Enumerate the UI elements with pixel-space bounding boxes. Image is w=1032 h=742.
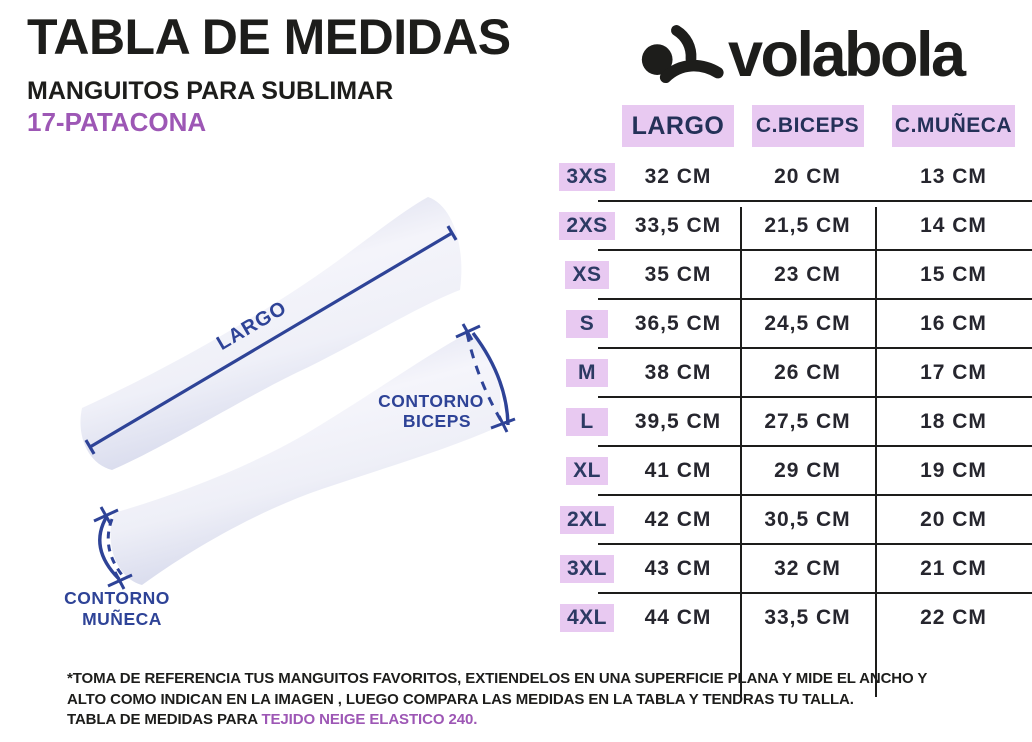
cell-biceps: 33,5 CM xyxy=(764,605,851,629)
table-row: 2XS 33,5 CM 21,5 CM 14 CM xyxy=(558,201,1032,251)
brand-logo-text: volabola xyxy=(728,19,966,90)
cell-biceps: 26 CM xyxy=(774,360,841,384)
wrist-measure xyxy=(93,506,133,590)
cell-largo: 36,5 CM xyxy=(634,311,722,335)
wrist-label-line2: MUÑECA xyxy=(82,608,162,629)
cell-biceps: 27,5 CM xyxy=(764,409,851,433)
size-label: 2XL xyxy=(559,505,614,534)
cell-largo: 38 CM xyxy=(644,360,712,384)
column-divider-2 xyxy=(875,207,877,697)
size-label: S xyxy=(566,309,608,338)
cell-largo: 43 CM xyxy=(644,556,712,580)
cell-largo: 42 CM xyxy=(644,507,712,531)
wrist-label-line1: CONTORNO xyxy=(64,588,170,608)
cell-biceps: 32 CM xyxy=(774,556,841,580)
biceps-measure xyxy=(455,323,516,433)
table-row: M 38 CM 26 CM 17 CM xyxy=(558,348,1032,398)
cell-largo: 33,5 CM xyxy=(634,213,722,237)
cell-muneca: 13 CM xyxy=(920,164,987,188)
cell-muneca: 14 CM xyxy=(920,213,987,237)
cell-muneca: 21 CM xyxy=(920,556,987,580)
biceps-label-line1: CONTORNO xyxy=(378,391,484,411)
model-name: 17-PATACONA xyxy=(27,107,207,137)
cell-biceps: 29 CM xyxy=(774,458,841,482)
footnote: *TOMA DE REFERENCIA TUS MANGUITOS FAVORI… xyxy=(67,669,927,731)
size-label: 3XL xyxy=(559,554,614,583)
size-table: LARGO C.BICEPS C.MUÑECA 3XS 32 CM 20 CM … xyxy=(558,100,1032,697)
table-body: 3XS 32 CM 20 CM 13 CM 2XS 33,5 CM 21,5 C… xyxy=(558,152,1032,697)
cell-largo: 44 CM xyxy=(644,605,712,629)
cell-biceps: 23 CM xyxy=(774,262,841,286)
table-row: 4XL 44 CM 33,5 CM 22 CM xyxy=(558,593,1032,642)
cell-largo: 41 CM xyxy=(644,458,712,482)
table-header-row: LARGO C.BICEPS C.MUÑECA xyxy=(558,105,1032,152)
cell-largo: 32 CM xyxy=(644,164,712,188)
sleeve-bottom xyxy=(110,333,501,585)
size-label: XS xyxy=(565,260,609,289)
table-header-largo: LARGO xyxy=(622,105,734,147)
fabric-name: TEJIDO NEIGE ELASTICO 240. xyxy=(261,711,478,728)
footnote-line2: ALTO COMO INDICAN EN LA IMAGEN , LUEGO C… xyxy=(67,690,854,708)
cell-largo: 39,5 CM xyxy=(634,409,722,433)
column-divider-1 xyxy=(740,207,742,697)
page-title: TABLA DE MEDIDAS xyxy=(27,9,511,65)
page-subtitle: MANGUITOS PARA SUBLIMAR xyxy=(27,77,394,105)
table-row: 3XS 32 CM 20 CM 13 CM xyxy=(558,152,1032,202)
table-header-biceps: C.BICEPS xyxy=(751,105,864,147)
size-label: M xyxy=(566,358,608,387)
size-label: 2XS xyxy=(559,211,615,240)
cell-muneca: 18 CM xyxy=(920,409,987,433)
size-label: 4XL xyxy=(559,603,614,632)
cell-biceps: 30,5 CM xyxy=(764,507,851,531)
cell-biceps: 24,5 CM xyxy=(764,311,851,335)
cell-muneca: 16 CM xyxy=(920,311,987,335)
biceps-label-line2: BICEPS xyxy=(403,411,471,431)
footnote-line3: TABLA DE MEDIDAS PARA TEJIDO NEIGE ELAST… xyxy=(67,710,927,731)
table-header-muneca: C.MUÑECA xyxy=(892,105,1015,147)
cell-muneca: 17 CM xyxy=(920,360,987,384)
table-row: 3XL 43 CM 32 CM 21 CM xyxy=(558,544,1032,594)
cell-biceps: 20 CM xyxy=(774,164,841,188)
cell-muneca: 19 CM xyxy=(920,458,987,482)
size-label: 3XS xyxy=(559,162,615,191)
size-label: L xyxy=(566,407,608,436)
sleeve-top xyxy=(80,197,462,470)
largo-measure-line xyxy=(84,225,458,455)
footnote-line1: *TOMA DE REFERENCIA TUS MANGUITOS FAVORI… xyxy=(67,670,928,687)
table-row: XS 35 CM 23 CM 15 CM xyxy=(558,250,1032,300)
table-row: XL 41 CM 29 CM 19 CM xyxy=(558,446,1032,496)
table-row: S 36,5 CM 24,5 CM 16 CM xyxy=(558,299,1032,349)
cell-largo: 35 CM xyxy=(644,262,712,286)
largo-label: LARGO xyxy=(213,297,291,355)
cell-biceps: 21,5 CM xyxy=(764,213,851,237)
footnote-line3-prefix: TABLA DE MEDIDAS PARA xyxy=(67,711,262,728)
table-row: 2XL 42 CM 30,5 CM 20 CM xyxy=(558,495,1032,545)
cell-muneca: 20 CM xyxy=(920,507,987,531)
brand-logo: volabola xyxy=(638,14,966,96)
size-label: XL xyxy=(566,456,608,485)
brand-figure-icon xyxy=(638,21,724,89)
table-row: L 39,5 CM 27,5 CM 18 CM xyxy=(558,397,1032,447)
cell-muneca: 15 CM xyxy=(920,262,987,286)
cell-muneca: 22 CM xyxy=(920,605,987,629)
